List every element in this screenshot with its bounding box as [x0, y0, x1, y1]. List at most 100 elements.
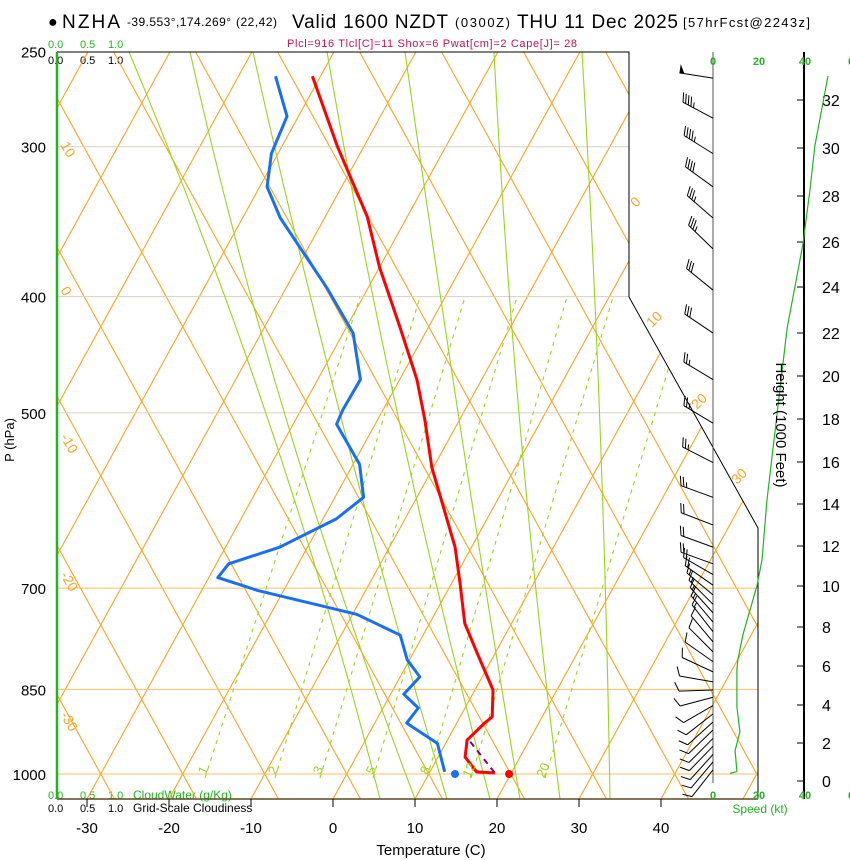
wind-barb-icon [686, 563, 714, 596]
cloud-scale-top: 0.0 0.5 1.0 0.0 0.5 1.0 [48, 39, 123, 67]
barb-full [687, 95, 690, 106]
barb-full [677, 729, 687, 736]
surface-temperature-marker [505, 770, 514, 778]
surface-dewpoint-marker [450, 770, 459, 778]
height-tick-label: 6 [822, 659, 831, 676]
plot-frame [55, 51, 759, 800]
height-tick-label: 10 [822, 579, 840, 596]
wind-barb-icon [682, 92, 714, 119]
barb-full [683, 125, 687, 136]
barb-full [690, 217, 695, 228]
barb-full [682, 437, 684, 448]
barb-full [682, 92, 685, 103]
parcel-profile [469, 741, 496, 774]
barb-full [689, 307, 692, 318]
barb-half [688, 359, 691, 366]
barb-full [690, 586, 696, 597]
barb-full [692, 162, 696, 173]
mixing-ratio-line [426, 296, 568, 779]
forecast-info: [57hrFcst@2243z] [683, 15, 810, 30]
barb-staff [680, 535, 714, 548]
barb-half [693, 136, 696, 143]
barb-staff [689, 745, 714, 771]
wind-barb-icon [684, 632, 714, 663]
cloudiness-tick: 1.0 [108, 55, 123, 67]
pressure-tick-label: 1000 [13, 767, 46, 784]
cloudwater-label: CloudWater (g/Kg) [133, 788, 232, 802]
barb-full [686, 563, 691, 574]
wind-barb-icon [680, 754, 714, 781]
barb-full [679, 758, 690, 763]
barb-half [690, 577, 694, 583]
barb-full [675, 716, 684, 724]
sounding-profiles [216, 75, 514, 778]
pressure-tick-label: 300 [21, 140, 46, 157]
barb-full [686, 186, 691, 196]
station-coords: -39.553°,174.269° [127, 15, 231, 29]
dewpoint-profile [216, 75, 447, 773]
barb-staff [679, 689, 714, 692]
barb-half [688, 403, 691, 409]
barb-full [685, 93, 687, 104]
wind-barb-icon [676, 666, 714, 683]
x-tick-label: 10 [407, 820, 424, 837]
barb-full [680, 502, 682, 513]
moist-adiabat-line [326, 52, 491, 799]
barb-full [686, 259, 690, 269]
isotherm-line [578, 52, 758, 799]
barb-full [686, 305, 690, 316]
isotherm-label: 10 [57, 139, 79, 161]
mixing-ratio-line [372, 296, 518, 779]
height-tick-label: 28 [822, 189, 840, 206]
isotherm-line [332, 52, 745, 799]
mixing-ratio-line [470, 296, 614, 779]
barb-full [676, 666, 681, 677]
header: ● NZHA -39.553°,174.269° (22,42) Valid 1… [48, 12, 810, 50]
dry-adiabat-line [57, 52, 361, 799]
barb-full [689, 188, 693, 198]
moist-adiabat-line [128, 52, 381, 799]
x-tick-label: 0 [329, 820, 337, 837]
cloudiness-tick: 0.5 [80, 803, 95, 815]
barb-staff [683, 361, 714, 380]
isotherm-line [57, 52, 417, 799]
cloudiness-tick: 0.0 [48, 803, 63, 815]
barb-staff [687, 195, 714, 219]
barb-staff [679, 675, 714, 683]
cloudiness-tick: 0.5 [80, 55, 95, 67]
barb-full [688, 260, 692, 271]
wind-barb-icon [680, 502, 714, 526]
pressure-tick-label: 850 [21, 682, 46, 699]
barb-full [683, 352, 686, 363]
barb-full [684, 555, 688, 566]
height-tick-label: 12 [822, 539, 840, 556]
speed-tick-label: 6 [848, 790, 850, 802]
barb-full [682, 476, 685, 487]
height-tick-label: 16 [822, 455, 840, 472]
wind-barb-icon [673, 696, 714, 707]
wind-barb-icon [683, 125, 714, 155]
mixing-ratio-line [274, 296, 421, 779]
barb-full [679, 542, 682, 553]
x-tick-label: 30 [571, 820, 588, 837]
moist-adiabat-line [252, 52, 448, 799]
barb-full [684, 438, 687, 449]
barb-full [692, 220, 697, 230]
barb-full [685, 353, 689, 364]
height-tick-label: 0 [822, 774, 831, 791]
height-tick-label: 26 [822, 235, 840, 252]
barb-staff [679, 72, 714, 79]
wind-panel: 0020204040660246810121416182022242628303… [673, 52, 850, 802]
barb-full [689, 160, 693, 171]
wind-barb-icon [679, 729, 714, 755]
isotherm-line [414, 52, 758, 799]
wind-barb-icon [686, 259, 714, 291]
barb-full [682, 526, 685, 537]
height-tick-label: 14 [822, 497, 840, 514]
speed-tick-label: 40 [799, 790, 811, 802]
barb-staff [685, 166, 714, 188]
speed-axis-title: Speed (kt) [732, 802, 787, 816]
dry-adiabat-line [57, 52, 197, 799]
barb-full [678, 740, 688, 746]
